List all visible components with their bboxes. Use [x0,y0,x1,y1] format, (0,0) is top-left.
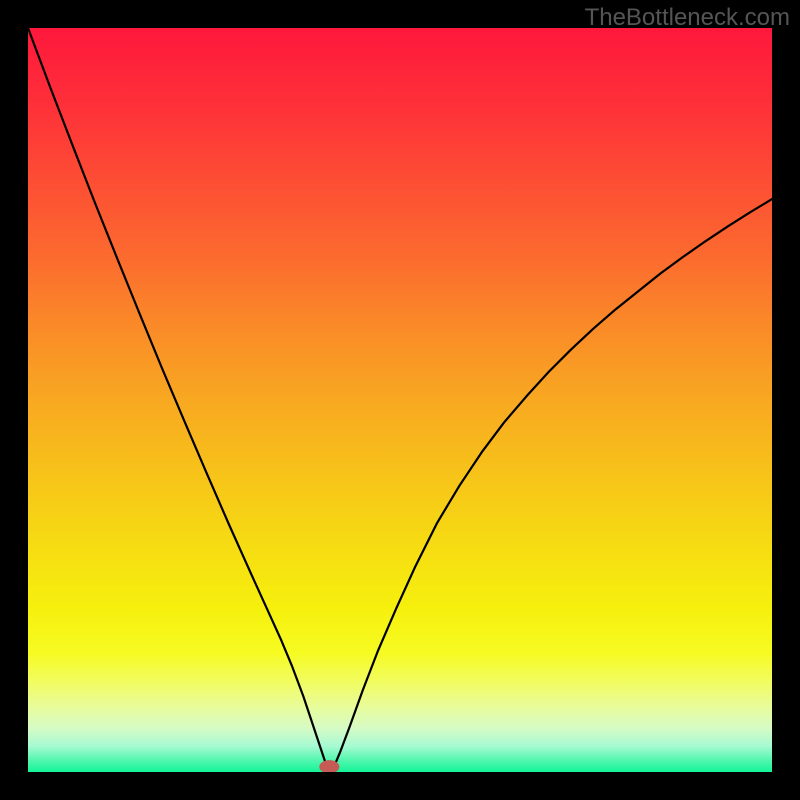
chart-frame: TheBottleneck.com [0,0,800,800]
curve-layer [28,28,772,772]
bottleneck-curve [28,28,772,772]
watermark-text: TheBottleneck.com [585,4,790,32]
